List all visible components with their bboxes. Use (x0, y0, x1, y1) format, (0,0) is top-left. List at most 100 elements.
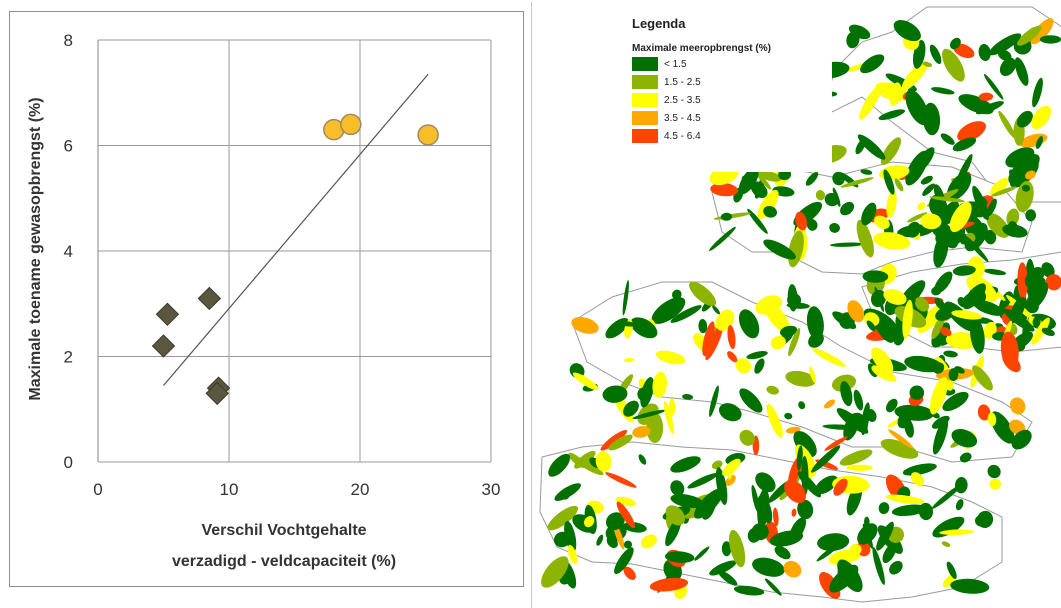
patch-2-5-3-5 (623, 357, 635, 363)
patch-lt-1-5 (929, 44, 942, 64)
x-axis-label-line-2: verzadigd - veldcapaciteit (%) (172, 553, 396, 570)
patch-3-5-4-5 (571, 316, 599, 334)
patch-4-5-6-4 (824, 436, 848, 451)
yield-map-panel: Legenda Maximale meeropbrengst (%) < 1.5… (531, 2, 1061, 608)
patch-1-5-2-5 (547, 505, 579, 531)
patch-lt-1-5 (721, 541, 732, 557)
patch-lt-1-5 (975, 515, 987, 527)
patch-lt-1-5 (909, 385, 925, 400)
patch-lt-1-5 (752, 557, 785, 577)
patch-2-5-3-5 (663, 400, 674, 434)
patch-1-5-2-5 (729, 529, 746, 568)
patch-lt-1-5 (718, 570, 738, 586)
legend-title: Legenda (632, 16, 686, 31)
patch-2-5-3-5 (1031, 105, 1052, 130)
patch-4-5-6-4 (772, 507, 779, 527)
patch-lt-1-5 (718, 403, 742, 422)
patch-lt-1-5 (754, 358, 765, 374)
legend-item: < 1.5 (632, 56, 832, 72)
patch-lt-1-5 (882, 543, 897, 564)
patch-1-5-2-5 (608, 434, 633, 451)
patch-2-5-3-5 (655, 350, 686, 365)
patch-2-5-3-5 (735, 358, 751, 374)
patch-2-5-3-5 (755, 295, 782, 315)
patch-lt-1-5 (712, 305, 720, 315)
patch-lt-1-5 (811, 445, 841, 473)
patch-lt-1-5 (885, 398, 898, 413)
patch-lt-1-5 (904, 418, 914, 438)
legend-swatch (632, 111, 658, 125)
patch-1-5-2-5 (840, 177, 874, 188)
patch-lt-1-5 (1035, 136, 1044, 149)
patch-3-5-4-5 (888, 429, 914, 449)
patch-lt-1-5 (694, 546, 710, 561)
patch-lt-1-5 (978, 43, 991, 62)
patch-2-5-3-5 (757, 189, 779, 219)
patch-3-5-4-5 (824, 399, 836, 409)
patch-2-5-3-5 (902, 299, 913, 339)
patch-lt-1-5 (630, 317, 658, 339)
patch-lt-1-5 (904, 355, 943, 373)
patch-4-5-6-4 (705, 324, 724, 361)
patch-2-5-3-5 (886, 190, 897, 218)
trendline-layer (163, 73, 429, 386)
patch-2-5-3-5 (572, 372, 599, 391)
patch-lt-1-5 (640, 377, 654, 408)
patch-lt-1-5 (986, 198, 997, 217)
patch-lt-1-5 (963, 283, 986, 310)
patch-lt-1-5 (651, 297, 686, 324)
patch-lt-1-5 (763, 205, 777, 218)
patch-lt-1-5 (932, 418, 949, 455)
patch-lt-1-5 (829, 222, 840, 233)
y-tick-label: 0 (64, 453, 73, 472)
patch-lt-1-5 (931, 484, 963, 509)
patch-lt-1-5 (1005, 147, 1035, 168)
patch-lt-1-5 (949, 37, 961, 50)
patch-4-5-6-4 (1017, 262, 1028, 300)
patch-lt-1-5 (806, 306, 824, 340)
patch-2-5-3-5 (889, 82, 902, 106)
patch-lt-1-5 (931, 87, 955, 95)
patch-lt-1-5 (602, 385, 628, 403)
patch-lt-1-5 (682, 394, 694, 400)
patch-4-5-6-4 (784, 479, 806, 504)
legend-label: 2.5 - 3.5 (664, 94, 701, 106)
patch-lt-1-5 (861, 202, 877, 226)
patch-lt-1-5 (942, 228, 959, 249)
patch-1-5-2-5 (1006, 208, 1020, 227)
patch-2-5-3-5 (567, 544, 578, 565)
y-tick-label: 2 (64, 348, 73, 367)
patch-lt-1-5 (1016, 110, 1033, 128)
patch-lt-1-5 (955, 499, 964, 511)
patch-4-5-6-4 (649, 577, 689, 592)
patch-3-5-4-5 (847, 300, 865, 323)
patch-4-5-6-4 (710, 182, 739, 197)
legend-swatch (632, 129, 658, 143)
patch-2-5-3-5 (722, 458, 741, 477)
patch-1-5-2-5 (788, 328, 801, 357)
patch-lt-1-5 (922, 183, 935, 196)
patch-lt-1-5 (1024, 266, 1045, 289)
patch-lt-1-5 (975, 101, 1004, 115)
patch-lt-1-5 (948, 368, 959, 382)
patch-lt-1-5 (623, 400, 639, 417)
patch-1-5-2-5 (914, 297, 930, 312)
patch-lt-1-5 (670, 480, 685, 496)
patch-4-5-6-4 (727, 324, 736, 350)
patch-lt-1-5 (984, 229, 997, 245)
patch-lt-1-5 (1009, 297, 1026, 323)
patch-1-5-2-5 (839, 449, 873, 466)
y-tick-label: 4 (64, 242, 73, 261)
patch-1-5-2-5 (880, 439, 919, 459)
patch-lt-1-5 (1002, 224, 1028, 238)
patch-3-5-4-5 (632, 426, 651, 438)
patch-2-5-3-5 (766, 403, 783, 438)
patch-lt-1-5 (972, 299, 1005, 316)
patch-lt-1-5 (860, 54, 885, 74)
patch-2-5-3-5 (989, 478, 1001, 490)
patch-lt-1-5 (763, 239, 796, 260)
patch-lt-1-5 (943, 350, 958, 358)
patch-lt-1-5 (548, 453, 571, 477)
patch-1-5-2-5 (929, 196, 965, 203)
patch-lt-1-5 (872, 547, 885, 585)
